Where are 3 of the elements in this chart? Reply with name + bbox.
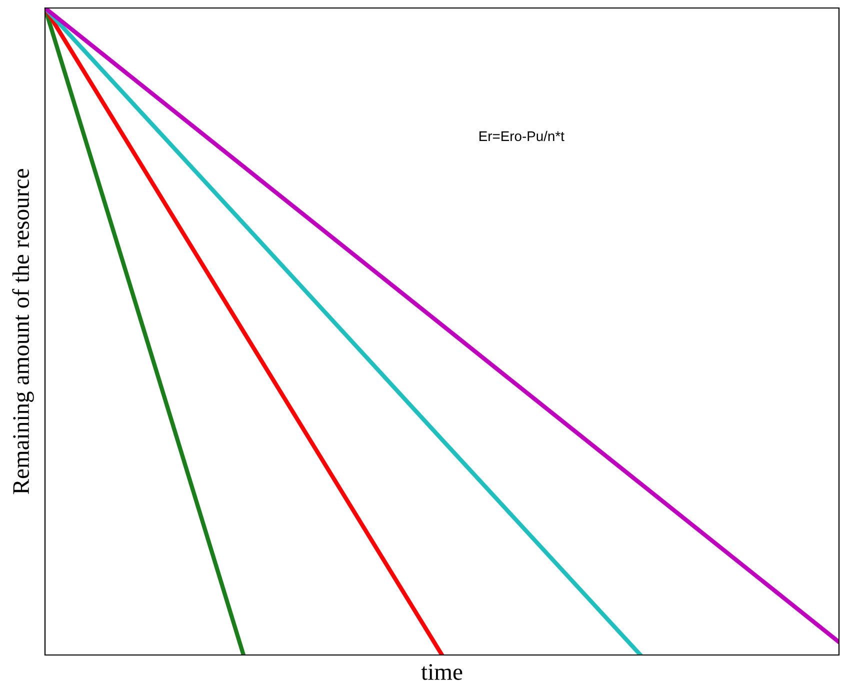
y-axis-title: Remaining amount of the resource xyxy=(12,169,34,494)
annotation: Er=Ero-Pu/n*t xyxy=(480,130,564,142)
x-axis-title: time xyxy=(421,664,462,680)
